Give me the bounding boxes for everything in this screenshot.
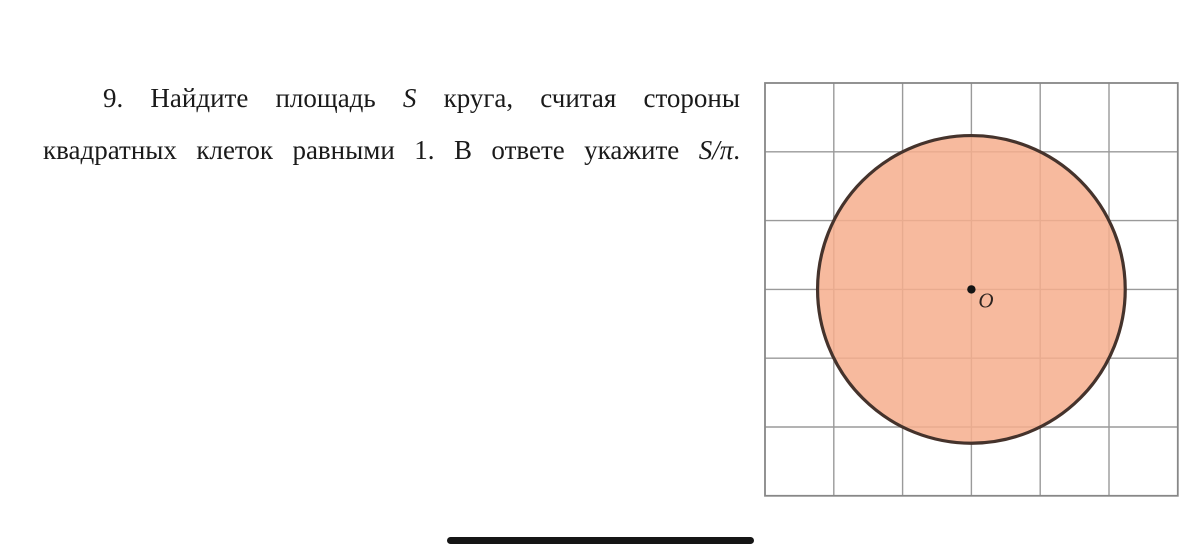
grid-circle-figure: O	[764, 82, 1179, 497]
problem-line-1: 9. Найдите площадь S круга, считая сторо…	[103, 83, 740, 113]
home-indicator-bar	[447, 537, 754, 544]
problem-line-2: квадратных клеток равными 1. В ответе ук…	[43, 135, 740, 165]
problem-statement: 9. Найдите площадь S круга, считая сторо…	[43, 72, 740, 176]
svg-text:O: O	[978, 288, 993, 312]
